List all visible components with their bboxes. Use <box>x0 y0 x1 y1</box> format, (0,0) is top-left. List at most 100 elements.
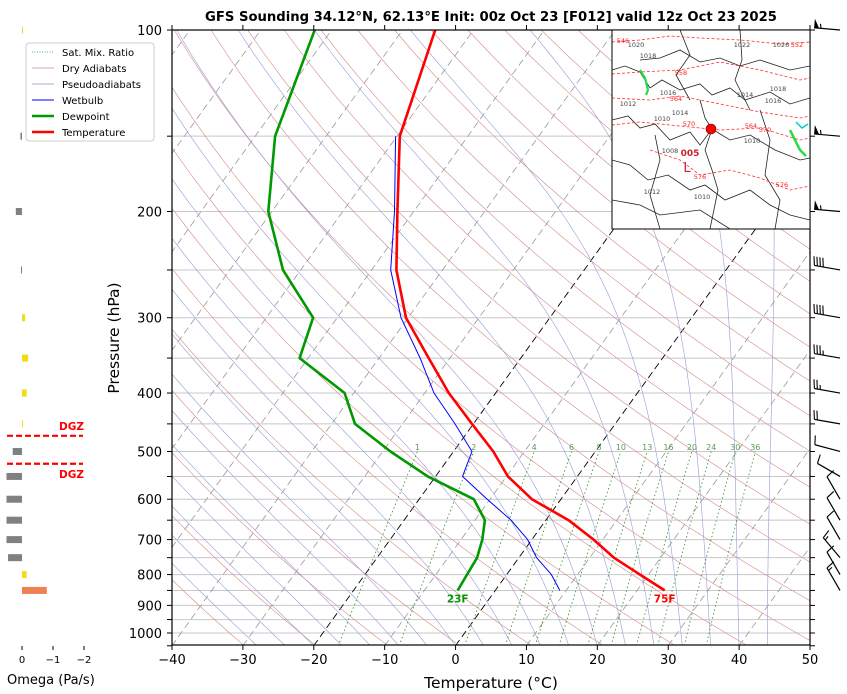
barb-full <box>826 545 835 553</box>
omega-bar <box>6 516 22 524</box>
map-height-label: 576 <box>694 173 706 181</box>
isotherm <box>526 251 810 645</box>
barb-staff <box>814 208 841 213</box>
wind-barb <box>813 344 841 359</box>
pseudoadiabat <box>172 505 314 645</box>
map-location-marker <box>705 123 717 135</box>
dry-adiabat <box>172 579 244 645</box>
pseudoadiabat <box>172 443 371 645</box>
omega-bar <box>22 420 23 428</box>
omega-axis-label: Omega (Pa/s) <box>7 673 95 688</box>
wind-barb <box>813 379 841 394</box>
y-tick-label: 700 <box>137 534 162 549</box>
dry-adiabats <box>172 30 810 645</box>
barb-staff <box>814 352 841 359</box>
barb-full <box>826 510 835 518</box>
map-pressure-label: 1018 <box>640 52 657 60</box>
map-low-value: 005 <box>681 149 700 159</box>
y-tick-label: 200 <box>137 206 162 221</box>
map-height-label: 564 <box>745 122 757 130</box>
x-tick-label: 40 <box>731 653 748 668</box>
omega-tick-label: −1 <box>46 655 61 666</box>
mixing-ratio-lines <box>337 451 756 645</box>
barb-staff <box>814 133 841 137</box>
omega-bar <box>20 132 22 140</box>
barb-staff <box>814 312 841 319</box>
wind-barb <box>826 545 841 575</box>
map-height-label: 576 <box>776 181 788 189</box>
pseudoadiabat <box>658 30 740 645</box>
pseudoadiabat <box>410 30 683 645</box>
dry-adiabat <box>504 30 810 282</box>
mixing-ratio-label: 2 <box>471 443 476 452</box>
x-axis-label: Temperature (°C) <box>423 674 558 692</box>
pseudoadiabats <box>172 30 775 645</box>
map-pressure-label: 1010 <box>694 193 711 201</box>
barb-full <box>816 454 821 464</box>
omega-bar <box>22 586 47 594</box>
omega-bar <box>22 571 27 579</box>
pseudoadiabat <box>172 288 484 645</box>
barb-half <box>819 23 822 29</box>
map-pressure-label: 1010 <box>744 137 761 145</box>
barb-staff <box>814 418 841 425</box>
map-height-label: 558 <box>675 69 687 77</box>
wind-barb <box>826 491 841 521</box>
map-pressure-label: 1016 <box>765 97 782 105</box>
isotherm <box>172 30 616 645</box>
legend-label: Wetbulb <box>62 96 103 107</box>
barb-full <box>826 491 835 499</box>
dry-adiabat <box>172 515 316 645</box>
pseudoadiabat <box>172 178 541 645</box>
barb-staff <box>826 567 841 591</box>
mixing-ratio-line <box>705 451 756 645</box>
legend-label: Pseudoadiabats <box>62 80 141 91</box>
barb-half <box>824 536 829 541</box>
x-tick-label: −40 <box>158 653 185 668</box>
temperature-line <box>395 30 666 592</box>
omega-bar <box>15 208 22 216</box>
wind-barb <box>826 470 841 500</box>
mixing-ratio-label: 30 <box>730 443 740 452</box>
map-pressure-label: 1018 <box>770 85 787 93</box>
mixing-ratio-label: 10 <box>616 443 626 452</box>
map-low-symbol: L <box>683 161 691 176</box>
wind-barb <box>826 510 841 540</box>
mixing-ratio-line <box>464 451 535 645</box>
map-contour <box>649 134 661 229</box>
dry-adiabat <box>172 328 532 645</box>
wind-barb <box>814 124 841 137</box>
x-tick-label: 30 <box>660 653 677 668</box>
sounding-profiles <box>266 30 666 592</box>
wind-barb <box>813 303 841 319</box>
map-height-label: 552 <box>791 41 803 49</box>
omega-bar <box>6 495 22 503</box>
map-contour <box>639 49 810 71</box>
barb-staff <box>817 462 841 477</box>
omega-bar <box>12 447 22 455</box>
mixing-ratio-line <box>535 451 600 645</box>
map-pressure-label: 1014 <box>737 91 754 99</box>
wind-barb <box>813 410 841 425</box>
pseudoadiabat <box>172 562 257 645</box>
x-tick-label: −20 <box>300 653 327 668</box>
dry-adiabat <box>247 30 810 525</box>
pseudoadiabat <box>172 107 569 645</box>
map-contour <box>675 30 691 101</box>
pseudoadiabat <box>172 373 427 645</box>
y-tick-label: 600 <box>137 493 162 508</box>
mixing-ratio-label: 4 <box>532 443 537 452</box>
wind-barb <box>826 561 841 591</box>
map-precip-area <box>795 121 809 129</box>
barb-staff <box>826 516 841 540</box>
isotherm <box>172 30 333 253</box>
map-height-label: 564 <box>670 95 682 103</box>
x-tick-label: 20 <box>589 653 606 668</box>
surface-dewpoint-label: 23F <box>447 593 469 605</box>
x-tick-label: −10 <box>371 653 398 668</box>
barb-half <box>828 566 833 571</box>
barb-staff <box>826 497 841 521</box>
pseudoadiabat <box>172 333 456 645</box>
map-pressure-label: 1008 <box>662 147 679 155</box>
omega-bar <box>22 389 27 397</box>
